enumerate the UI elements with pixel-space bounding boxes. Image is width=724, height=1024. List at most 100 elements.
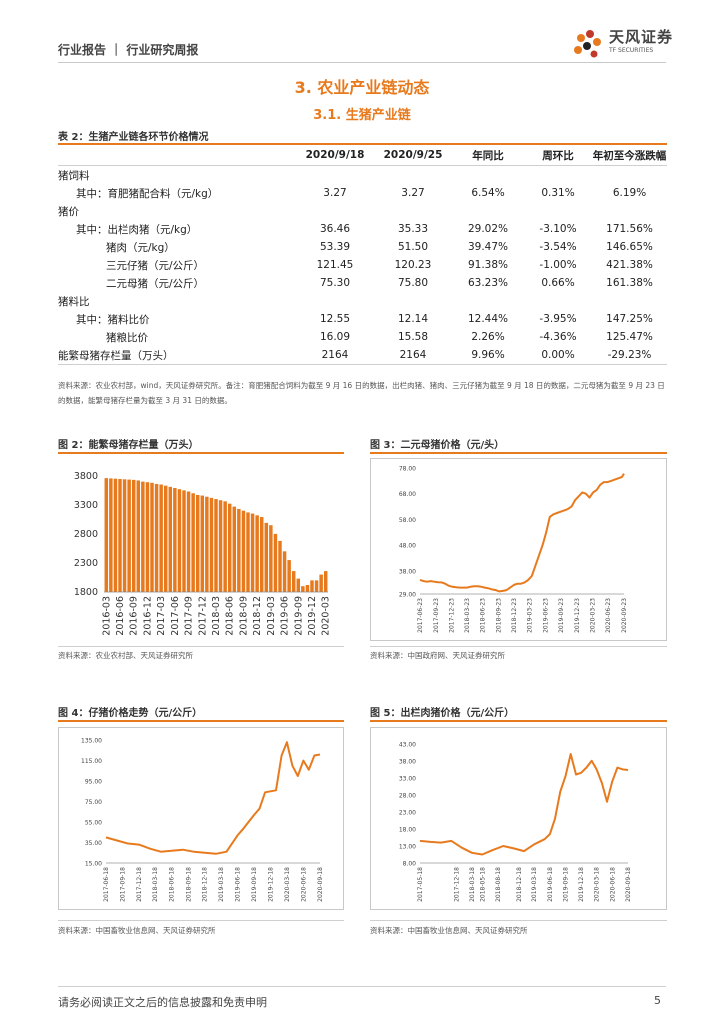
y-tick-label: 29.00 — [399, 592, 416, 599]
bar — [264, 522, 269, 592]
bar — [195, 494, 200, 592]
row-value: 0.31% — [541, 187, 575, 199]
table-top-rule — [58, 143, 667, 145]
row-value: 35.33 — [397, 223, 429, 235]
row-value: 2164 — [374, 346, 452, 365]
x-tick-label: 2020-03-18 — [284, 867, 291, 902]
table-header-cell: 年初至今涨跌幅 — [592, 145, 667, 166]
row-value: 3.27 — [401, 187, 425, 199]
chart4-source: 资料来源：中国畜牧业信息网、天风证券研究所 — [58, 926, 216, 935]
row-value: 75.80 — [397, 277, 429, 289]
x-tick-label: 2019-06-18 — [234, 867, 241, 902]
series-line — [105, 741, 321, 855]
x-tick-label: 2018-03-23 — [464, 598, 471, 633]
x-tick-label: 2017-06-23 — [417, 598, 424, 633]
x-tick-label: 2019-09-18 — [251, 867, 258, 902]
bar — [323, 571, 328, 592]
row-value — [296, 292, 374, 310]
bar — [237, 508, 241, 592]
chart5-bottom-rule — [370, 920, 667, 921]
row-value: 0.00% — [524, 346, 592, 365]
bar — [141, 481, 145, 592]
row-value: 171.56% — [606, 223, 653, 235]
x-tick-label: 2019-03 — [266, 596, 277, 636]
row-value: 2164 — [296, 346, 374, 365]
bar — [310, 580, 314, 592]
bar — [159, 484, 163, 592]
bar — [214, 499, 218, 592]
x-tick-label: 2019-03-18 — [218, 867, 225, 902]
x-tick-label: 2019-06-23 — [542, 598, 549, 633]
chart2-caption: 图 2：能繁母猪存栏量（万头） — [58, 440, 199, 451]
bar — [136, 480, 141, 592]
chart3-sow-price: 29.00 38.00 48.00 58.00 68.00 78.00 2017-06-23… — [370, 458, 667, 641]
row-value — [592, 292, 667, 310]
row-value: 0.66% — [541, 277, 575, 289]
table-row: 猪肉（元/kg） 53.39 51.50 39.47% -3.54% 146.65% — [58, 238, 667, 256]
bar — [163, 485, 168, 592]
row-value: 53.39 — [319, 241, 351, 253]
bar — [168, 486, 173, 592]
y-tick-label: 28.00 — [399, 792, 416, 799]
y-tick-label: 18.00 — [399, 826, 416, 833]
x-tick-label: 2018-05-18 — [479, 867, 486, 902]
row-value: 36.46 — [319, 223, 351, 235]
table-row: 猪粮比价 16.09 15.58 2.26% -4.36% 125.47% — [58, 328, 667, 346]
table-header-cell: 周环比 — [524, 145, 592, 166]
row-value: 6.19% — [612, 187, 647, 199]
row-value — [452, 202, 524, 220]
chart4-caption: 图 4：仔猪价格走势（元/公斤） — [58, 708, 203, 719]
row-label: 二元母猪（元/公斤） — [106, 277, 205, 290]
x-tick-label: 2018-03-18 — [152, 867, 159, 902]
y-tick-label: 55.00 — [85, 820, 102, 827]
chart-frame — [370, 727, 667, 910]
x-tick-label: 2017-12-18 — [136, 867, 143, 902]
y-tick-label: 2300 — [74, 558, 98, 569]
x-tick-label: 2019-09-23 — [558, 598, 565, 633]
x-tick-label: 2019-12-18 — [578, 867, 585, 902]
row-value — [374, 292, 452, 310]
bar — [205, 496, 209, 592]
row-value: -29.23% — [592, 346, 667, 365]
report-type: 行业报告 ｜ 行业研究周报 — [58, 43, 199, 57]
row-value: 120.23 — [394, 259, 432, 271]
table-row: 其中：育肥猪配合料（元/kg） 3.27 3.27 6.54% 0.31% 6.19% — [58, 184, 667, 202]
x-tick-label: 2019-03-18 — [531, 867, 538, 902]
y-tick-label: 33.00 — [399, 775, 416, 782]
row-value: 12.44% — [467, 313, 509, 325]
y-tick-label: 58.00 — [399, 517, 416, 524]
x-tick-label: 2017-12 — [197, 596, 208, 636]
row-value: 63.23% — [467, 277, 509, 289]
row-value: 2.26% — [471, 331, 505, 343]
row-label: 猪饲料 — [58, 169, 90, 182]
x-tick-label: 2019-09 — [293, 596, 304, 636]
chart2-bottom-rule — [58, 646, 344, 647]
chart4-top-rule — [58, 720, 344, 722]
x-tick-label: 2017-09-18 — [120, 867, 127, 902]
table-row: 二元母猪（元/公斤） 75.30 75.80 63.23% 0.66% 161.38% — [58, 274, 667, 292]
y-tick-label: 15.00 — [85, 861, 102, 868]
table-header-cell — [58, 145, 296, 166]
x-tick-label: 2018-06-23 — [480, 598, 487, 633]
y-tick-label: 135.00 — [81, 738, 102, 745]
x-tick-label: 2018-06-18 — [169, 867, 176, 902]
x-tick-label: 2016-06 — [115, 596, 126, 636]
bar — [118, 479, 122, 592]
table-caption: 表 2：生猪产业链各环节价格情况 — [58, 132, 209, 143]
bar — [301, 586, 305, 592]
x-tick-label: 2018-12-18 — [516, 867, 523, 902]
table-row: 猪料比 — [58, 292, 667, 310]
row-value — [524, 202, 592, 220]
bar — [282, 551, 287, 592]
bar — [305, 585, 310, 592]
y-tick-label: 3800 — [74, 471, 98, 482]
row-value — [452, 292, 524, 310]
row-value — [524, 166, 592, 185]
bar — [177, 489, 182, 592]
table-header-cell: 2020/9/18 — [296, 145, 374, 166]
footer-divider — [58, 986, 666, 987]
row-value: -4.36% — [539, 331, 577, 343]
series-line — [419, 473, 625, 593]
chart-frame — [58, 727, 344, 910]
chart4-piglet-price: 15.00 35.00 55.00 75.00 95.00 115.00 135.00 201… — [58, 727, 344, 910]
